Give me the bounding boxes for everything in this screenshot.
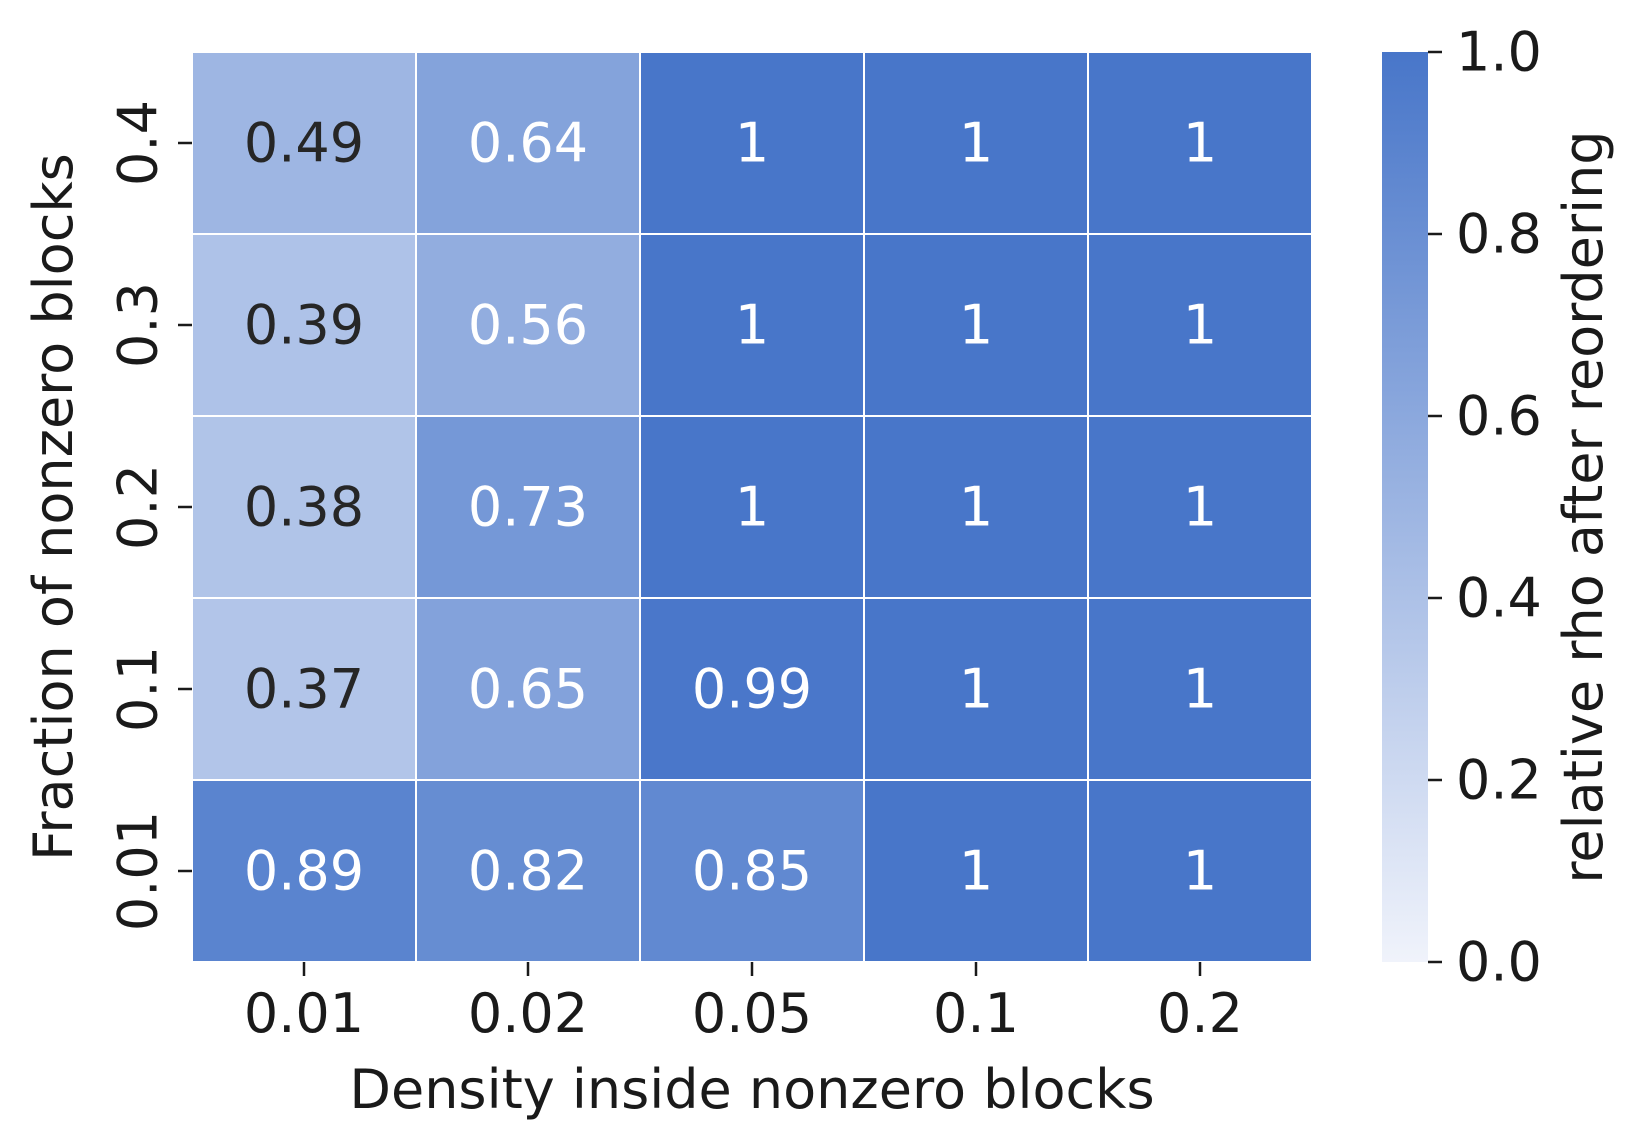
heatmap-cell — [191, 779, 417, 963]
heatmap-cell-label: 0.89 — [244, 840, 364, 903]
heatmap-cell — [863, 51, 1089, 235]
heatmap-cell — [639, 779, 865, 963]
heatmap-cell — [1087, 597, 1313, 781]
colorbar-tick-label: 0.2 — [1456, 749, 1542, 812]
heatmap-cell — [639, 597, 865, 781]
heatmap-cell-label: 1 — [735, 294, 769, 357]
y-tick-label: 0.3 — [107, 282, 170, 368]
heatmap-cell — [1087, 779, 1313, 963]
heatmap-cell-label: 1 — [735, 112, 769, 175]
heatmap-cells — [191, 51, 1313, 963]
y-axis-label: Fraction of nonzero blocks — [22, 153, 85, 861]
heatmap-cell-label: 0.56 — [468, 294, 588, 357]
heatmap-cell-label: 1 — [1183, 112, 1217, 175]
heatmap-cell-label: 0.38 — [244, 476, 364, 539]
heatmap-cell-label: 1 — [959, 840, 993, 903]
heatmap-cell — [1087, 415, 1313, 599]
heatmap-cell-label: 1 — [959, 294, 993, 357]
colorbar-label: relative rho after reordering — [1552, 130, 1615, 883]
heatmap-cell — [415, 51, 641, 235]
heatmap-cell — [639, 51, 865, 235]
heatmap-cell — [1087, 233, 1313, 417]
heatmap-cell-label: 1 — [959, 476, 993, 539]
heatmap-cell — [863, 597, 1089, 781]
x-tick-label: 0.01 — [244, 982, 364, 1045]
heatmap-cell-label: 0.49 — [244, 112, 364, 175]
heatmap-cell-label: 0.64 — [468, 112, 588, 175]
heatmap-cell-labels: 0.49 0.64 1 1 1 0.39 0.56 1 1 1 0.38 0.73 1 1 1 0.37 0.6… — [244, 112, 1217, 903]
heatmap-cell-label: 1 — [1183, 294, 1217, 357]
colorbar-ticks: 0.0 0.2 0.4 0.6 0.8 1.0 — [1428, 21, 1542, 994]
heatmap-cell-label: 0.85 — [692, 840, 812, 903]
colorbar-tick-label: 0.6 — [1456, 385, 1542, 448]
heatmap-cell-label: 0.39 — [244, 294, 364, 357]
heatmap-cell-label: 1 — [1183, 840, 1217, 903]
x-axis-label: Density inside nonzero blocks — [349, 1058, 1154, 1121]
heatmap-cell — [191, 233, 417, 417]
colorbar-tick-label: 0.8 — [1456, 203, 1542, 266]
heatmap-cell-label: 1 — [959, 658, 993, 721]
y-tick-label: 0.2 — [107, 464, 170, 550]
colorbar-tick-label: 1.0 — [1456, 21, 1542, 84]
heatmap-cell-label: 1 — [1183, 658, 1217, 721]
heatmap-cell-label: 0.65 — [468, 658, 588, 721]
heatmap-cell-label: 1 — [959, 112, 993, 175]
heatmap-cell-label: 0.82 — [468, 840, 588, 903]
x-axis: 0.01 0.02 0.05 0.1 0.2 — [244, 962, 1243, 1045]
heatmap-cell-label: 1 — [735, 476, 769, 539]
heatmap-cell — [415, 415, 641, 599]
colorbar-tick-label: 0.0 — [1456, 931, 1542, 994]
y-tick-label: 0.01 — [107, 811, 170, 931]
heatmap-cell — [639, 233, 865, 417]
heatmap-cell-label: 0.73 — [468, 476, 588, 539]
heatmap-cell — [1087, 51, 1313, 235]
heatmap-cell — [863, 415, 1089, 599]
colorbar-tick-label: 0.4 — [1456, 567, 1542, 630]
heatmap-cell-label: 1 — [1183, 476, 1217, 539]
y-axis: 0.4 0.3 0.2 0.1 0.01 — [107, 100, 192, 931]
x-tick-label: 0.02 — [468, 982, 588, 1045]
x-tick-label: 0.1 — [933, 982, 1019, 1045]
heatmap-cell-label: 0.37 — [244, 658, 364, 721]
y-tick-label: 0.4 — [107, 100, 170, 186]
heatmap-cell — [191, 51, 417, 235]
colorbar-gradient — [1382, 52, 1428, 962]
heatmap-cell — [415, 779, 641, 963]
colorbar: 0.0 0.2 0.4 0.6 0.8 1.0 relative rho after re… — [1382, 21, 1615, 994]
y-tick-label: 0.1 — [107, 646, 170, 732]
x-tick-label: 0.05 — [692, 982, 812, 1045]
heatmap-cell — [639, 415, 865, 599]
x-tick-label: 0.2 — [1157, 982, 1243, 1045]
heatmap-cell-label: 0.99 — [692, 658, 812, 721]
heatmap-cell — [415, 597, 641, 781]
